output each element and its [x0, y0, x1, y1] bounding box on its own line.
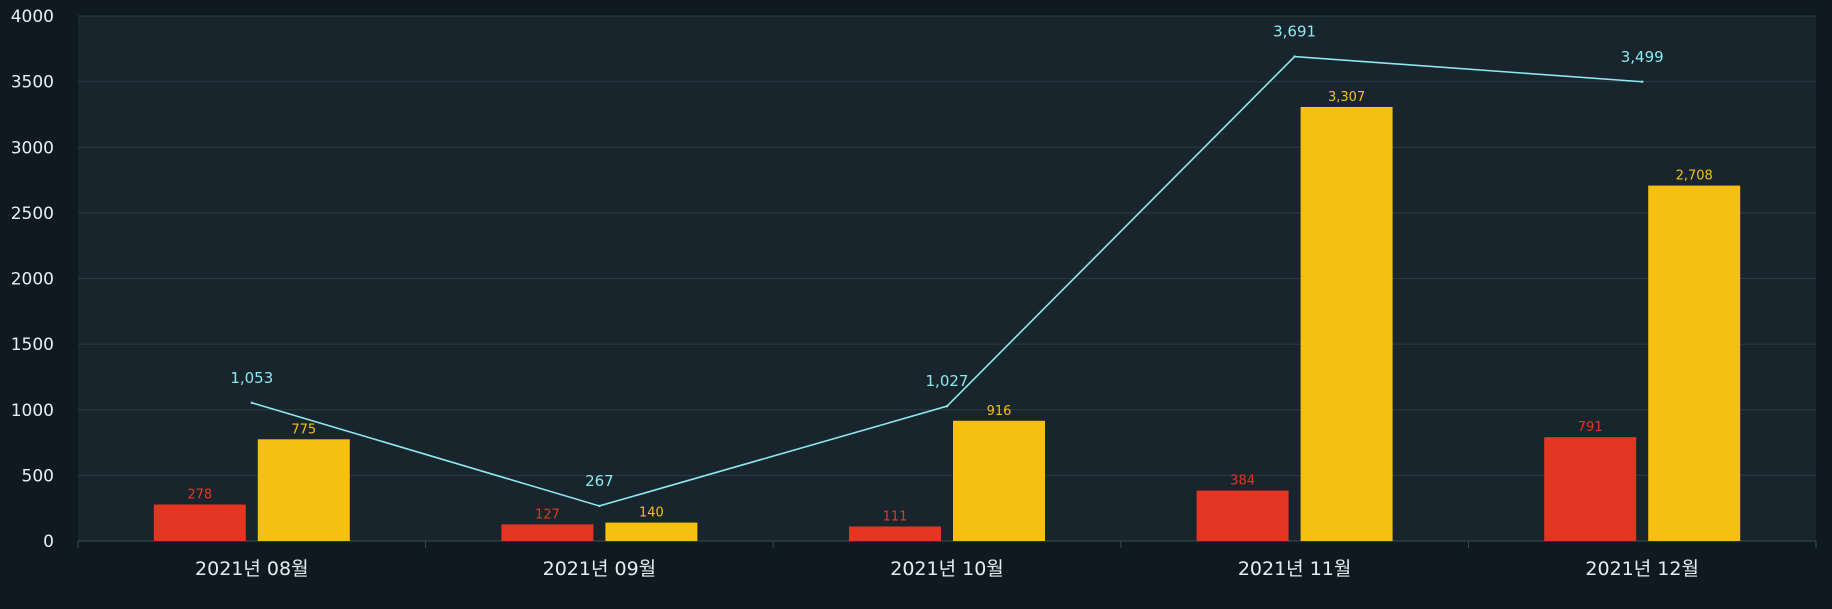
line-point: [945, 405, 949, 408]
line-value-label: 267: [585, 472, 614, 490]
bars: [153, 106, 1741, 542]
bar-value-label: 127: [535, 507, 560, 522]
bar-value-label: 140: [639, 506, 664, 521]
x-tick-label: 2021년 08월: [195, 558, 309, 580]
y-tick-label: 3500: [11, 73, 54, 93]
bar-value-label: 111: [883, 509, 908, 524]
line-value-label: 1,053: [230, 369, 273, 387]
data-labels: 278 127 111 384 791 775 140 916 3,307 2,708 1,053 2…: [187, 23, 1712, 525]
x-tick-label: 2021년 12월: [1585, 558, 1699, 580]
x-tick-label: 2021년 11월: [1238, 558, 1352, 580]
y-tick-label: 3000: [11, 138, 54, 158]
bar: [501, 524, 594, 541]
y-tick-label: 500: [22, 466, 54, 486]
y-tick-label: 0: [43, 532, 54, 552]
line-value-label: 3,691: [1273, 23, 1316, 41]
bar-value-label: 384: [1230, 474, 1255, 489]
bar: [1300, 106, 1393, 542]
line-point: [250, 401, 253, 404]
y-tick-label: 1000: [11, 401, 54, 421]
bar-value-label: 916: [987, 404, 1012, 419]
bar: [605, 522, 698, 541]
y-tick-label: 1500: [11, 335, 54, 355]
bar: [1544, 437, 1637, 541]
x-tick-label: 2021년 10월: [890, 558, 1004, 580]
line-value-label: 1,027: [926, 372, 969, 390]
line-value-label: 3,499: [1621, 48, 1664, 66]
y-tick-label: 2500: [11, 204, 54, 224]
x-tick-label: 2021년 09월: [543, 558, 657, 580]
x-axis: 2021년 08월 2021년 09월 2021년 10월 2021년 11월 2021…: [77, 540, 1817, 580]
bar-value-label: 791: [1578, 420, 1603, 435]
bar-value-label: 278: [187, 488, 212, 503]
line-point: [598, 504, 601, 508]
bar: [849, 526, 941, 541]
bar: [1196, 490, 1289, 541]
line-series: [250, 55, 1644, 508]
bar: [153, 504, 246, 541]
bar-value-label: 3,307: [1328, 90, 1365, 105]
line-point: [1641, 80, 1644, 83]
bar: [1648, 185, 1741, 541]
line-point: [1293, 55, 1296, 58]
bar: [257, 439, 350, 541]
y-tick-label: 2000: [11, 270, 54, 290]
bar-value-label: 2,708: [1676, 169, 1713, 184]
bar: [953, 420, 1045, 541]
y-axis: 0 500 1000 1500 2000 2500 3000 3500 4000: [11, 7, 54, 552]
bar-value-label: 775: [291, 422, 316, 437]
y-tick-label: 4000: [11, 7, 54, 27]
